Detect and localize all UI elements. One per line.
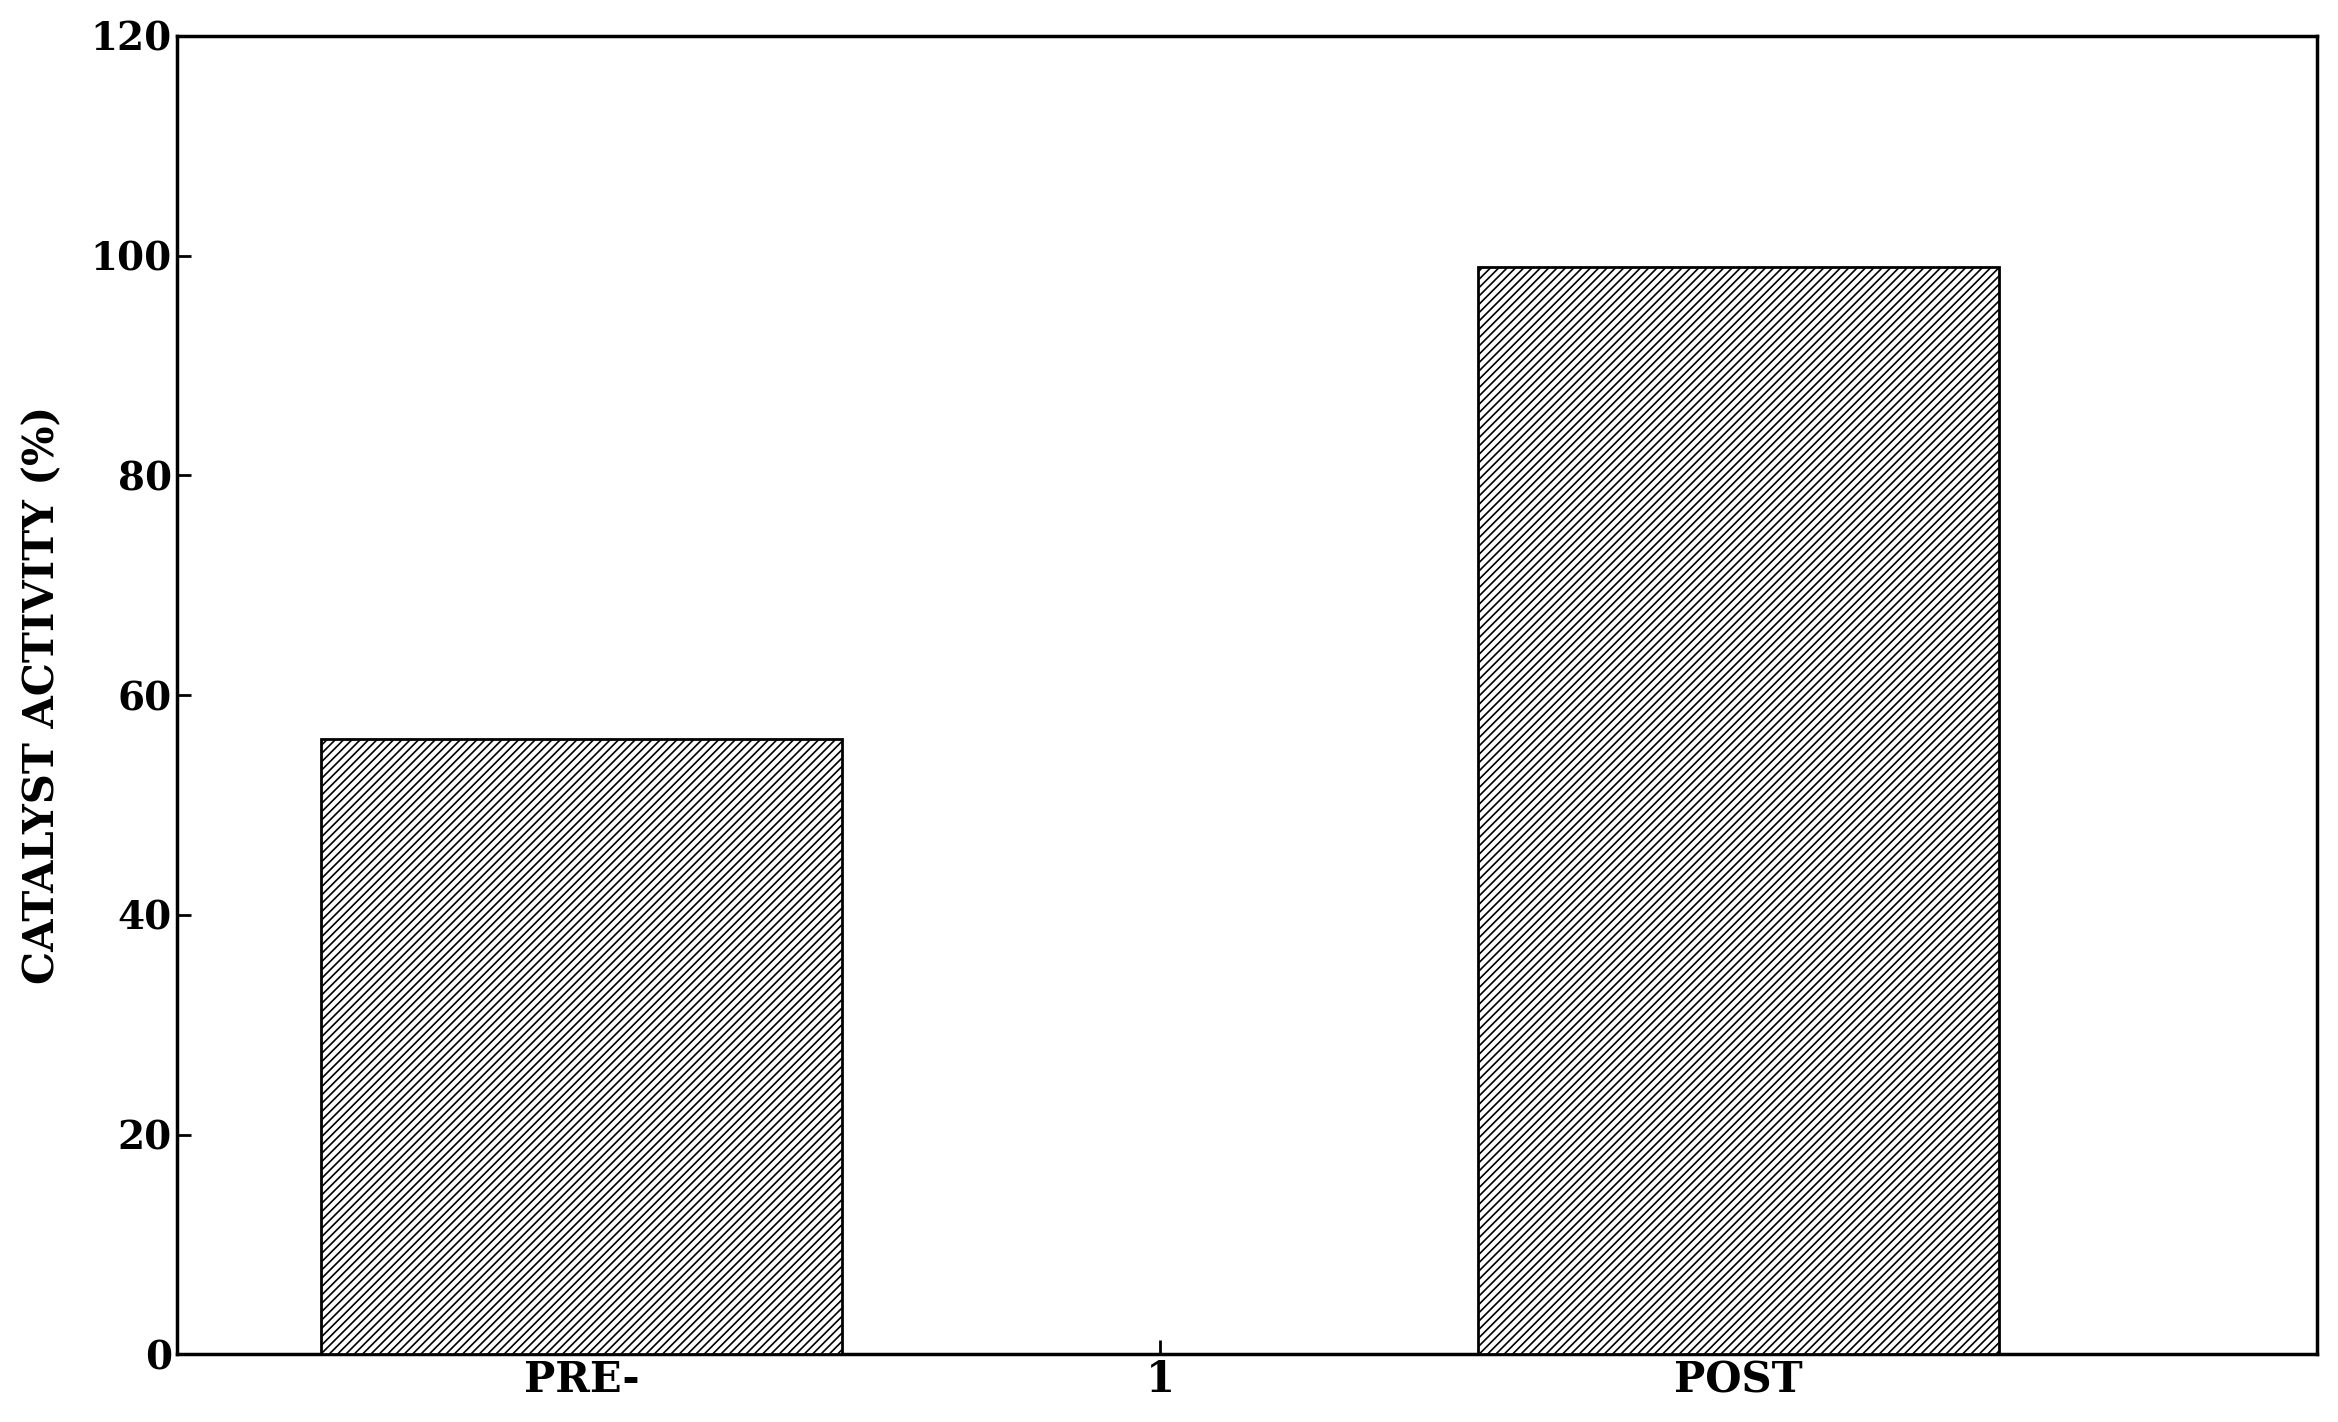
Bar [1478, 266, 1999, 1354]
Y-axis label: CATALYST ACTIVITY (%): CATALYST ACTIVITY (%) [21, 405, 63, 984]
Bar [320, 739, 842, 1354]
